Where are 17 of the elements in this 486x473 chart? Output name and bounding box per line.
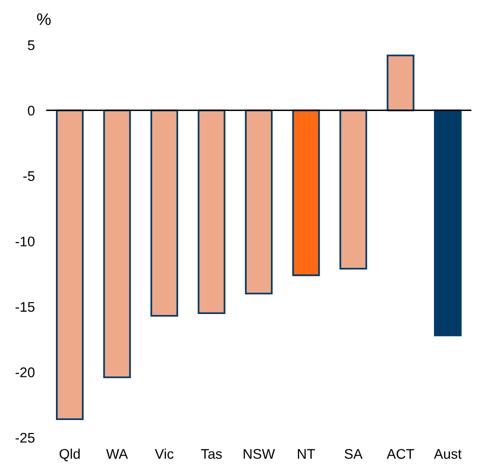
x-tick-label: NSW	[244, 449, 275, 459]
x-tick-label: ACT	[386, 449, 414, 459]
y-axis-title: %	[37, 13, 51, 26]
x-tick-label: WA	[106, 449, 128, 459]
x-tick-label: Qld	[60, 448, 80, 462]
x-tick-label: Vic	[154, 448, 174, 459]
y-tick-label: -10	[16, 236, 35, 246]
y-tick-label: -20	[16, 367, 35, 378]
x-tick-label: Aust	[434, 449, 462, 459]
y-tick-label: -25	[16, 432, 34, 443]
x-tick-label: SA	[344, 449, 363, 459]
y-tick-label: 5	[28, 40, 34, 50]
y-tick-label: -5	[23, 171, 34, 181]
y-tick-label: 0	[28, 106, 35, 116]
y-tick-label: -15	[16, 302, 34, 312]
x-tick-label: NT	[298, 449, 315, 459]
x-tick-label: Tas	[201, 449, 222, 459]
